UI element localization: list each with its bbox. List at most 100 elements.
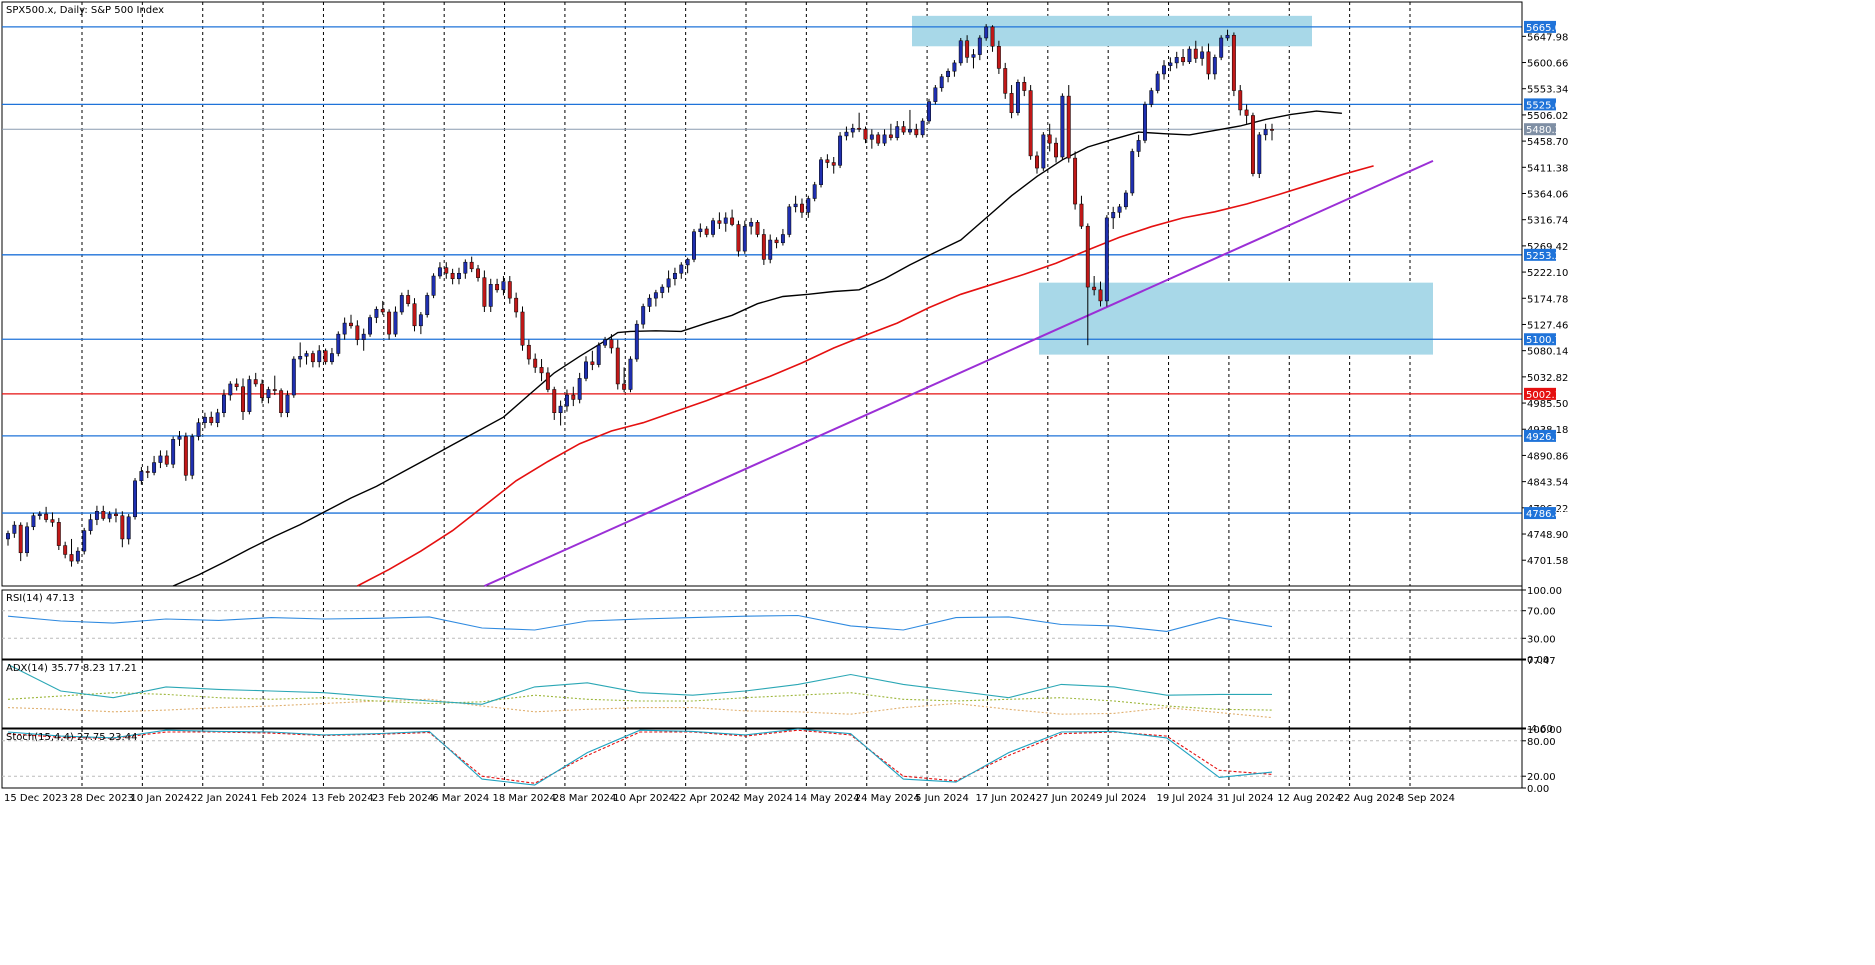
candle-body [215,412,220,423]
candle-body [266,389,271,399]
candle-body [126,516,131,540]
price-tick-label: 5600.66 [1527,59,1568,70]
candle-body [412,303,417,327]
candle-body [552,389,557,413]
time-axis-label: 6 Mar 2024 [432,793,489,804]
candle-body [355,325,360,340]
candle-body [609,339,614,349]
time-axis-label: 15 Dec 2023 [4,793,68,804]
adx-title: ADX(14) 35.77 8.23 17.21 [6,663,137,674]
candle-body [545,372,550,390]
price-tick-label: 5411.38 [1527,163,1568,174]
indicator-tick-label: 80.00 [1527,737,1556,748]
stoch-main-line [7,728,1273,786]
candle-body [768,239,773,260]
level-price-tag [1524,20,1556,33]
level-price-tag [1524,429,1556,442]
candle-body [793,203,798,208]
candle-body [190,436,195,476]
candle-body [37,513,42,516]
candle-body [476,268,480,278]
time-axis-label: 19 Jul 2024 [1157,793,1214,804]
candle-body [838,135,843,166]
current-price-tag [1524,123,1556,136]
candle-body [94,511,99,520]
price-tick-label: 5316.74 [1527,216,1568,227]
candle-body [1244,109,1249,116]
candle-body [514,297,519,313]
candle-body [336,333,341,354]
candle-body [628,358,633,390]
candle-body [653,292,658,299]
candle-body [1123,192,1128,208]
candle-body [698,228,703,232]
candle-body [202,416,207,423]
candle-body [368,317,373,335]
level-price-tag [1524,98,1556,111]
candle-body [622,383,627,390]
candle-body [1187,48,1192,63]
candle-body [1231,34,1236,91]
time-axis-label: 5 Jun 2024 [915,793,969,804]
candle-body [1085,225,1090,288]
candle-body [717,220,722,224]
price-tick-label: 5174.78 [1527,294,1568,305]
candle-body [749,222,754,227]
time-axis-label: 22 Aug 2024 [1338,793,1402,804]
candle-body [285,394,290,413]
candle-body [730,217,735,225]
price-pane[interactable]: 5647.98 5600.66 5553.34 5506.02 5458.70 5411.… [1,1,1568,587]
candle-body [634,323,639,360]
stoch-title: Stoch(15,4,4) 27.75 23.44 [6,732,137,743]
price-tick-label: 4985.50 [1527,399,1568,410]
candle-body [1263,129,1268,136]
candle-body [958,40,963,64]
trendline [483,159,1434,587]
candle-body [660,286,665,293]
candle-body [469,261,474,270]
indicator-tick-label: 20.00 [1527,772,1556,783]
price-tick-label: 5458.70 [1527,137,1568,148]
rsi-pane[interactable]: 100.00 70.00 30.00 0.00 RSI(14) 47.13 [1,586,1562,666]
candle-body [114,513,118,516]
level-price-label: 5253.25 [1526,251,1567,262]
level-price-label: 5525.01 [1526,100,1567,111]
candle-body [679,264,684,274]
level-price-tag [1524,333,1556,346]
candle-body [393,311,398,335]
stoch-signal-line [7,729,1273,784]
candle-body [641,306,646,325]
candle-body [984,26,989,39]
time-axis-label: 3 Sep 2024 [1398,793,1455,804]
level-price-label: 5002.13 [1526,390,1567,401]
candle-body [780,234,785,244]
candle-body [603,339,608,346]
candle-body [1130,151,1135,194]
chart-title: SPX500.x, Daily: S&P 500 Index [6,5,164,16]
candle-body [450,272,455,280]
candle-body [1181,57,1186,63]
candle-body [431,275,436,296]
candle-body [863,129,868,140]
support-resistance-zone [1039,282,1433,355]
time-axis-label: 27 Jun 2024 [1036,793,1096,804]
support-resistance-zone [912,15,1312,47]
candle-body [1206,51,1211,75]
candle-body [88,519,93,531]
candle-body [577,378,582,400]
price-tick-label: 5127.46 [1527,320,1568,331]
candle-body [272,389,277,391]
candle-body [990,26,995,47]
candle-body [418,314,423,327]
candle-body [1117,206,1122,213]
candle-body [323,350,328,363]
candle-body [349,322,353,327]
plus-di-line [7,692,1273,711]
time-axis-label: 12 Aug 2024 [1277,793,1341,804]
candle-body [1035,155,1039,169]
candle-body [1143,104,1147,141]
candle-body [723,217,728,224]
candle-body [850,127,855,133]
